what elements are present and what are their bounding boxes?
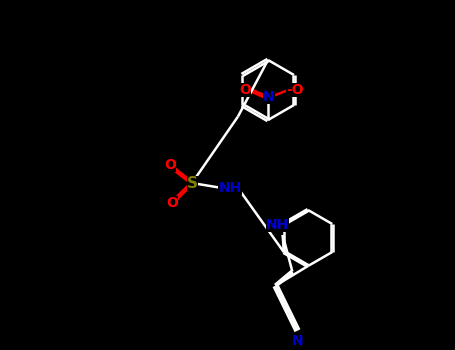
Text: O: O: [164, 158, 176, 172]
Text: N: N: [263, 90, 275, 104]
Text: NH: NH: [266, 218, 289, 232]
Text: S: S: [187, 175, 197, 190]
Text: O: O: [239, 83, 251, 97]
Text: N: N: [292, 334, 303, 348]
Text: -O: -O: [286, 83, 304, 97]
Text: NH: NH: [218, 181, 242, 195]
Text: O: O: [166, 196, 178, 210]
